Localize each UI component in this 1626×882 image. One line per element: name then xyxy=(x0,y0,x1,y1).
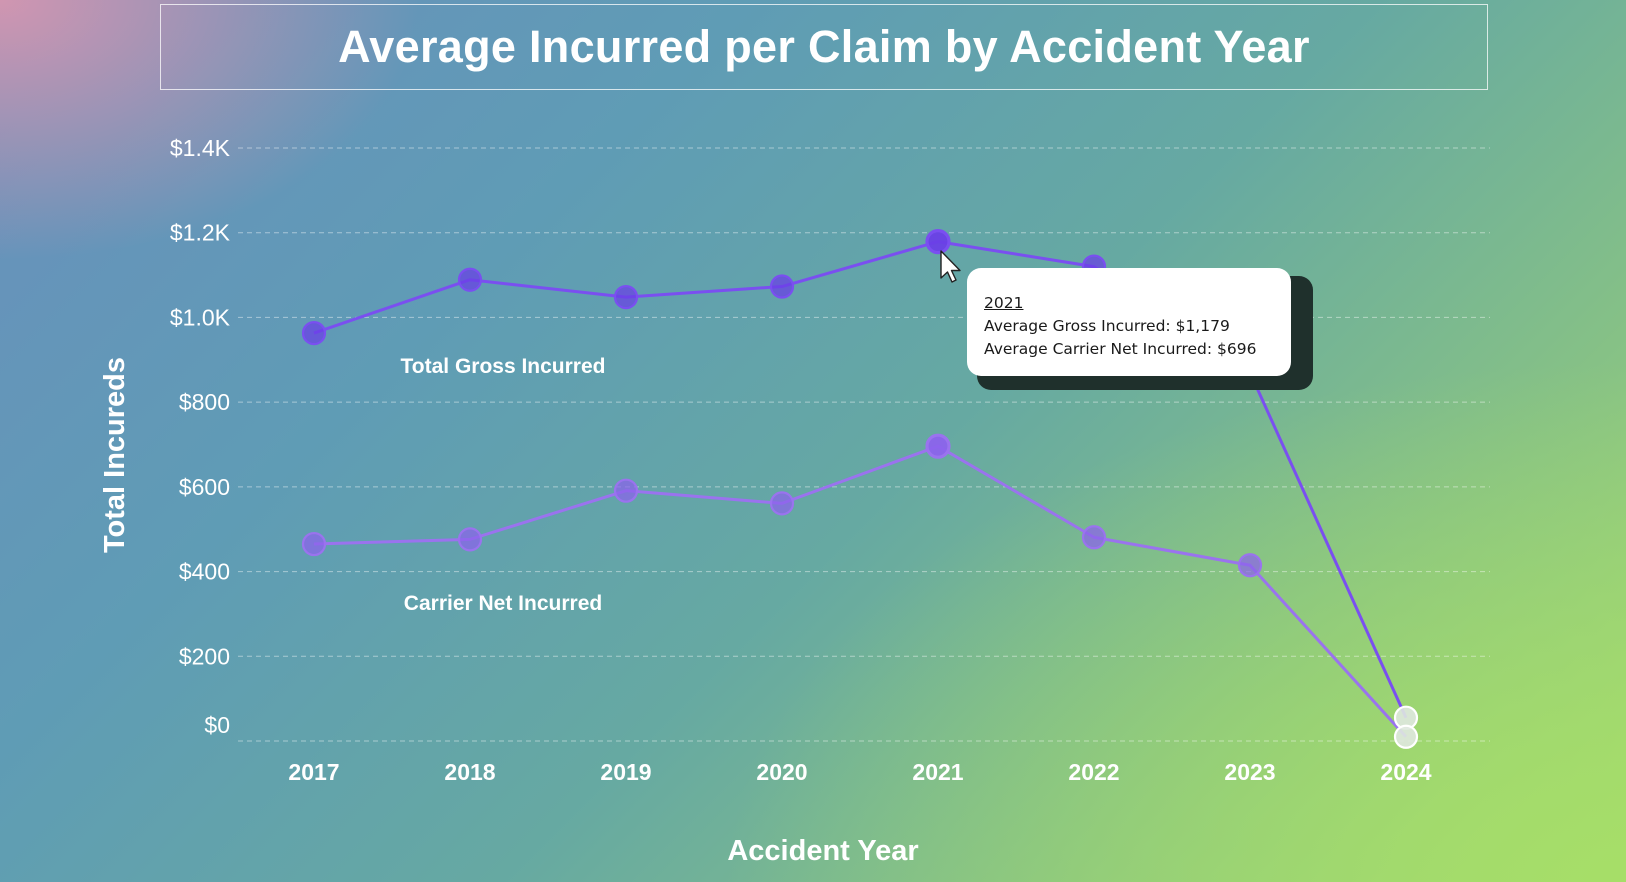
data-point-gross[interactable] xyxy=(613,284,639,310)
data-point-net[interactable] xyxy=(1393,724,1419,749)
x-axis-ticks: 2017 2018 2019 2020 2021 2022 2023 2024 xyxy=(288,759,1431,785)
series-label-net: Carrier Net Incurred xyxy=(404,592,602,615)
x-tick-label: 2019 xyxy=(600,759,651,785)
data-point-gross[interactable] xyxy=(301,321,327,346)
x-tick-label: 2021 xyxy=(912,759,963,785)
data-point-net[interactable] xyxy=(1081,525,1107,550)
y-tick-label: $1.4K xyxy=(170,135,231,161)
x-tick-label: 2024 xyxy=(1380,759,1431,785)
data-point-gross[interactable] xyxy=(769,274,795,299)
x-tick-label: 2017 xyxy=(288,759,339,785)
data-point-net[interactable] xyxy=(1237,553,1263,578)
chart-title-box: Average Incurred per Claim by Accident Y… xyxy=(160,4,1488,90)
data-point-net[interactable] xyxy=(925,433,951,459)
series-line-net xyxy=(313,444,1408,738)
grid-lines xyxy=(238,147,1490,742)
data-point-net[interactable] xyxy=(301,531,327,557)
data-tooltip: 2021 Average Gross Incurred: $1,179 Aver… xyxy=(967,268,1291,376)
y-tick-label: $600 xyxy=(179,474,230,500)
y-tick-label: $1.0K xyxy=(170,304,231,330)
series-label-gross: Total Gross Incurred xyxy=(401,355,606,378)
x-tick-label: 2020 xyxy=(756,759,807,785)
x-tick-label: 2018 xyxy=(444,759,495,785)
y-axis-title: Total Incureds xyxy=(99,357,131,553)
y-tick-label: $1.2K xyxy=(170,220,231,246)
tooltip-gross: Average Gross Incurred: $1,179 xyxy=(984,317,1230,335)
tooltip-net: Average Carrier Net Incurred: $696 xyxy=(984,340,1257,358)
tooltip-year: 2021 xyxy=(984,294,1024,312)
chart-title: Average Incurred per Claim by Accident Y… xyxy=(338,21,1310,72)
data-point-net[interactable] xyxy=(769,491,795,516)
data-point-gross[interactable] xyxy=(925,229,951,255)
y-tick-label: $0 xyxy=(204,712,230,738)
y-tick-label: $400 xyxy=(179,559,230,585)
x-tick-label: 2023 xyxy=(1224,759,1275,785)
data-point-net[interactable] xyxy=(457,527,483,552)
mouse-cursor-icon xyxy=(940,250,961,283)
data-point-net[interactable] xyxy=(613,478,639,503)
y-axis-ticks: $0 $200 $400 $600 $800 $1.0K $1.2K $1.4K xyxy=(170,135,231,738)
y-tick-label: $800 xyxy=(179,389,230,415)
x-tick-label: 2022 xyxy=(1068,759,1119,785)
y-tick-label: $200 xyxy=(179,643,230,669)
data-point-gross[interactable] xyxy=(457,267,483,292)
x-axis-title: Accident Year xyxy=(727,835,918,867)
